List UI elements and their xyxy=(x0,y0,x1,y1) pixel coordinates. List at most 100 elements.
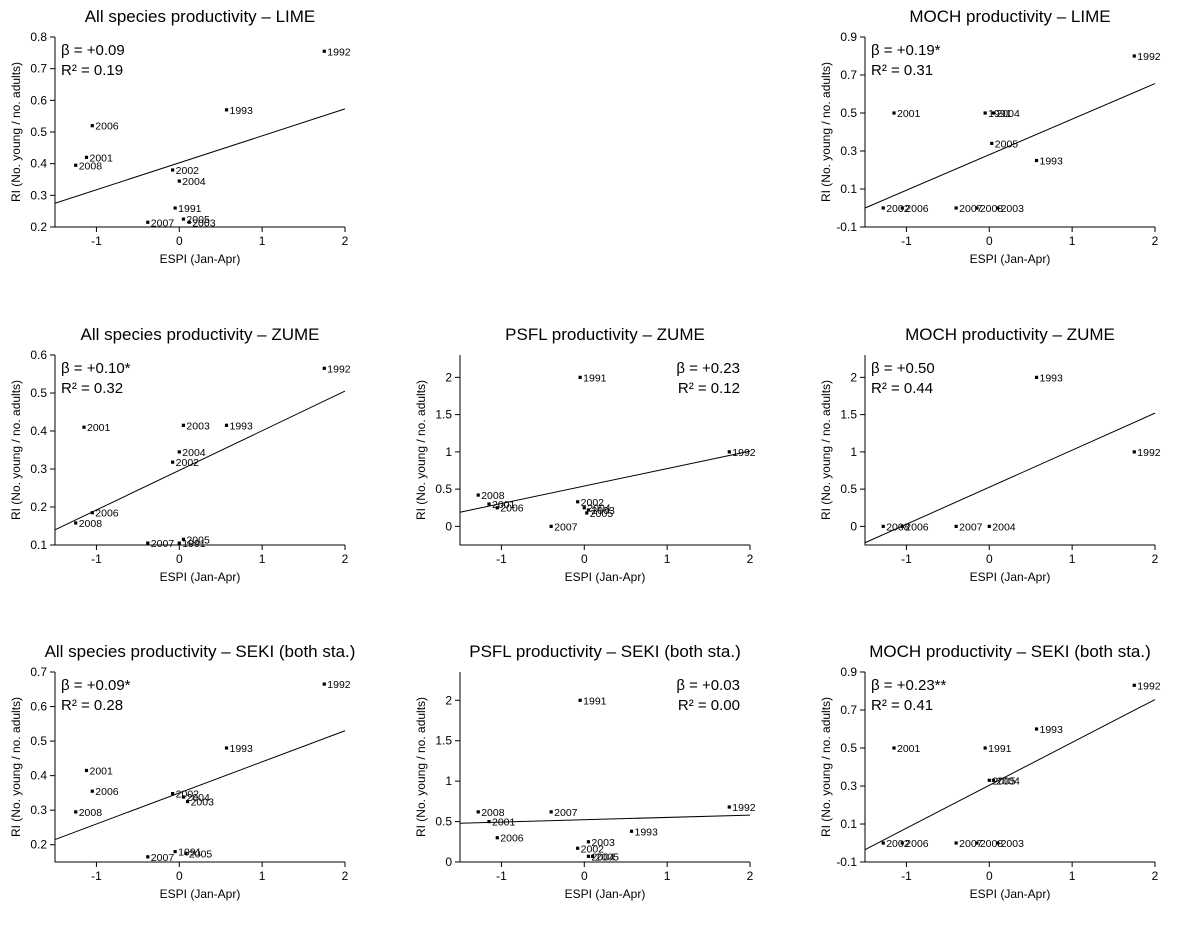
data-point-label: 2003 xyxy=(591,505,615,517)
data-point-label: 2001 xyxy=(89,152,113,164)
y-tick-label: 2 xyxy=(850,370,857,384)
x-tick-label: -1 xyxy=(91,234,102,248)
data-point-2004 xyxy=(177,179,181,183)
data-point-label: 1992 xyxy=(1137,51,1161,63)
x-axis-label: ESPI (Jan-Apr) xyxy=(160,570,241,584)
data-point-label: 2002 xyxy=(886,203,910,215)
data-point-label: 2006 xyxy=(905,521,929,533)
data-point-2003 xyxy=(185,799,190,804)
data-point-label: 2001 xyxy=(897,743,921,755)
data-point-2004 xyxy=(991,778,996,782)
regression-line xyxy=(864,83,1156,209)
data-point-label: 2001 xyxy=(897,108,921,120)
data-point-label: 2004 xyxy=(182,447,206,459)
data-point-2003 xyxy=(586,840,591,844)
y-tick-label: 0.6 xyxy=(30,348,47,362)
data-point-2001 xyxy=(487,502,491,506)
y-tick-label: 0.2 xyxy=(30,220,47,234)
chart-title: MOCH productivity – LIME xyxy=(909,7,1110,26)
y-tick-label: 0.7 xyxy=(30,665,47,679)
data-point-label: 1992 xyxy=(1137,680,1161,692)
chart-title: All species productivity – SEKI (both st… xyxy=(45,642,356,661)
data-point-label: 2004 xyxy=(186,792,210,804)
data-point-label: 2002 xyxy=(581,497,605,509)
data-point-1992 xyxy=(322,682,326,686)
data-point-label: 2003 xyxy=(186,420,210,432)
x-axis-label: ESPI (Jan-Apr) xyxy=(970,570,1051,584)
scatter-panel-all-species-zume: All species productivity – ZUME -1 0 1 2 0.1 0… xyxy=(0,318,390,618)
data-point-label: 2004 xyxy=(996,108,1020,120)
data-point-2002 xyxy=(881,841,885,845)
x-axis-label: ESPI (Jan-Apr) xyxy=(970,887,1051,901)
data-point-2007 xyxy=(146,220,150,224)
data-point-2006 xyxy=(900,206,904,210)
data-point-2001 xyxy=(892,111,896,115)
y-tick-label: 1.5 xyxy=(435,408,452,422)
data-point-2007 xyxy=(954,524,958,528)
y-axis-label: RI (No. young / no. adults) xyxy=(819,62,833,202)
data-point-1992 xyxy=(1132,54,1136,58)
data-point-label: 1991 xyxy=(182,538,206,550)
scatter-panel-all-species-seki: All species productivity – SEKI (both st… xyxy=(0,635,390,935)
y-tick-label: 0.3 xyxy=(840,779,857,793)
beta-annotation: β = +0.50 xyxy=(871,360,935,377)
data-point-2002 xyxy=(576,500,580,504)
scatter-chart-svg: PSFL productivity – SEKI (both sta.) -1 0 1… xyxy=(414,642,756,901)
axes-frame xyxy=(864,355,1155,546)
r-squared-annotation: R² = 0.28 xyxy=(61,697,123,714)
data-point-2005 xyxy=(590,854,595,858)
scatter-panel-moch-zume: MOCH productivity – ZUME -1 0 1 2 0 0.5 1 1.5 2 ES… xyxy=(810,318,1200,618)
x-tick-label: 1 xyxy=(259,869,266,883)
data-point-1993 xyxy=(629,829,634,833)
data-point-label: 2003 xyxy=(1001,203,1025,215)
y-axis-label: RI (No. young / no. adults) xyxy=(9,697,23,837)
data-point-2001 xyxy=(84,155,89,159)
beta-annotation: β = +0.09 xyxy=(61,42,125,59)
r-squared-annotation: R² = 0.31 xyxy=(871,62,933,79)
data-point-label: 1992 xyxy=(732,802,756,814)
x-tick-label: -1 xyxy=(496,552,507,566)
y-axis-label: RI (No. young / no. adults) xyxy=(819,697,833,837)
data-point-label: 2008 xyxy=(481,807,505,819)
x-tick-label: 2 xyxy=(342,234,349,248)
x-tick-label: 2 xyxy=(1152,869,1159,883)
y-tick-label: -0.1 xyxy=(836,855,857,869)
data-point-2001 xyxy=(82,425,86,429)
data-point-label: 2006 xyxy=(500,833,524,845)
data-point-label: 2006 xyxy=(500,503,524,515)
x-tick-label: 1 xyxy=(664,869,671,883)
y-tick-label: 0.2 xyxy=(30,500,47,514)
data-point-2002 xyxy=(171,792,175,796)
data-point-label: 2006 xyxy=(905,838,929,850)
y-tick-label: 0 xyxy=(850,519,857,533)
data-point-1992 xyxy=(1132,450,1136,454)
data-point-2003 xyxy=(586,508,591,512)
r-squared-annotation: R² = 0.19 xyxy=(61,62,123,79)
data-point-label: 2008 xyxy=(79,160,103,172)
x-axis-label: ESPI (Jan-Apr) xyxy=(160,887,241,901)
y-tick-label: 0.5 xyxy=(435,482,452,496)
data-point-1993 xyxy=(224,108,229,112)
beta-annotation: β = +0.09* xyxy=(61,677,131,694)
x-tick-label: 0 xyxy=(176,869,183,883)
data-point-2007 xyxy=(146,855,150,859)
data-point-2005 xyxy=(184,851,188,855)
chart-title: All species productivity – LIME xyxy=(85,7,316,26)
data-point-label: 1991 xyxy=(583,372,607,384)
scatter-chart-svg: All species productivity – ZUME -1 0 1 2 0.1 0… xyxy=(9,325,351,584)
data-point-label: 1993 xyxy=(230,743,254,755)
x-tick-label: -1 xyxy=(901,552,912,566)
data-point-label: 2005 xyxy=(596,851,620,863)
data-point-2007 xyxy=(146,541,150,545)
y-tick-label: 1 xyxy=(850,445,857,459)
data-point-label: 2008 xyxy=(980,838,1004,850)
x-tick-label: 0 xyxy=(176,552,183,566)
data-point-label: 2002 xyxy=(176,165,200,177)
data-point-1992 xyxy=(322,49,326,53)
regression-line xyxy=(459,814,751,824)
data-point-label: 1993 xyxy=(635,826,659,838)
x-tick-label: 1 xyxy=(259,234,266,248)
y-tick-label: 0.3 xyxy=(30,803,47,817)
scatter-panel-moch-lime: MOCH productivity – LIME -1 0 1 2 -0.1 0.1 0.3 0… xyxy=(810,0,1200,300)
y-tick-label: 1.5 xyxy=(840,408,857,422)
